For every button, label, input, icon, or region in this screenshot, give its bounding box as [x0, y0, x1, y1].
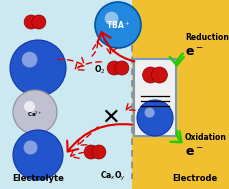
Circle shape — [32, 15, 46, 29]
Circle shape — [95, 2, 141, 48]
Circle shape — [105, 12, 118, 26]
Circle shape — [115, 61, 129, 75]
Text: Reduction: Reduction — [185, 33, 229, 43]
Circle shape — [143, 67, 159, 83]
Circle shape — [24, 140, 38, 154]
Bar — [0, 0, 132, 189]
Circle shape — [13, 130, 63, 180]
Text: e$^-$: e$^-$ — [185, 146, 204, 159]
Text: TBA$^+$: TBA$^+$ — [106, 19, 130, 31]
Circle shape — [84, 145, 98, 159]
Circle shape — [107, 61, 121, 75]
Circle shape — [144, 108, 155, 118]
Circle shape — [10, 40, 66, 96]
Circle shape — [137, 100, 173, 136]
Text: Electrode: Electrode — [172, 174, 218, 183]
Text: Electrolyte: Electrolyte — [12, 174, 64, 183]
Text: ✕: ✕ — [101, 108, 119, 128]
Text: e$^-$: e$^-$ — [185, 46, 204, 59]
Text: O$_2$: O$_2$ — [94, 64, 106, 76]
FancyBboxPatch shape — [134, 59, 176, 136]
Circle shape — [24, 15, 38, 29]
Circle shape — [24, 101, 35, 112]
Circle shape — [22, 52, 37, 67]
Circle shape — [13, 90, 57, 134]
Text: Ca$_x$O$_y$: Ca$_x$O$_y$ — [100, 170, 126, 183]
Circle shape — [151, 67, 167, 83]
Bar — [132, 0, 229, 189]
Circle shape — [92, 145, 106, 159]
Text: Oxidation: Oxidation — [185, 133, 227, 143]
Text: Ca$^{2+}$: Ca$^{2+}$ — [27, 109, 43, 119]
